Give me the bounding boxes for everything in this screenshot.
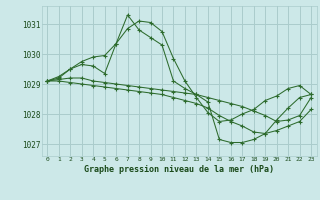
X-axis label: Graphe pression niveau de la mer (hPa): Graphe pression niveau de la mer (hPa) [84, 165, 274, 174]
